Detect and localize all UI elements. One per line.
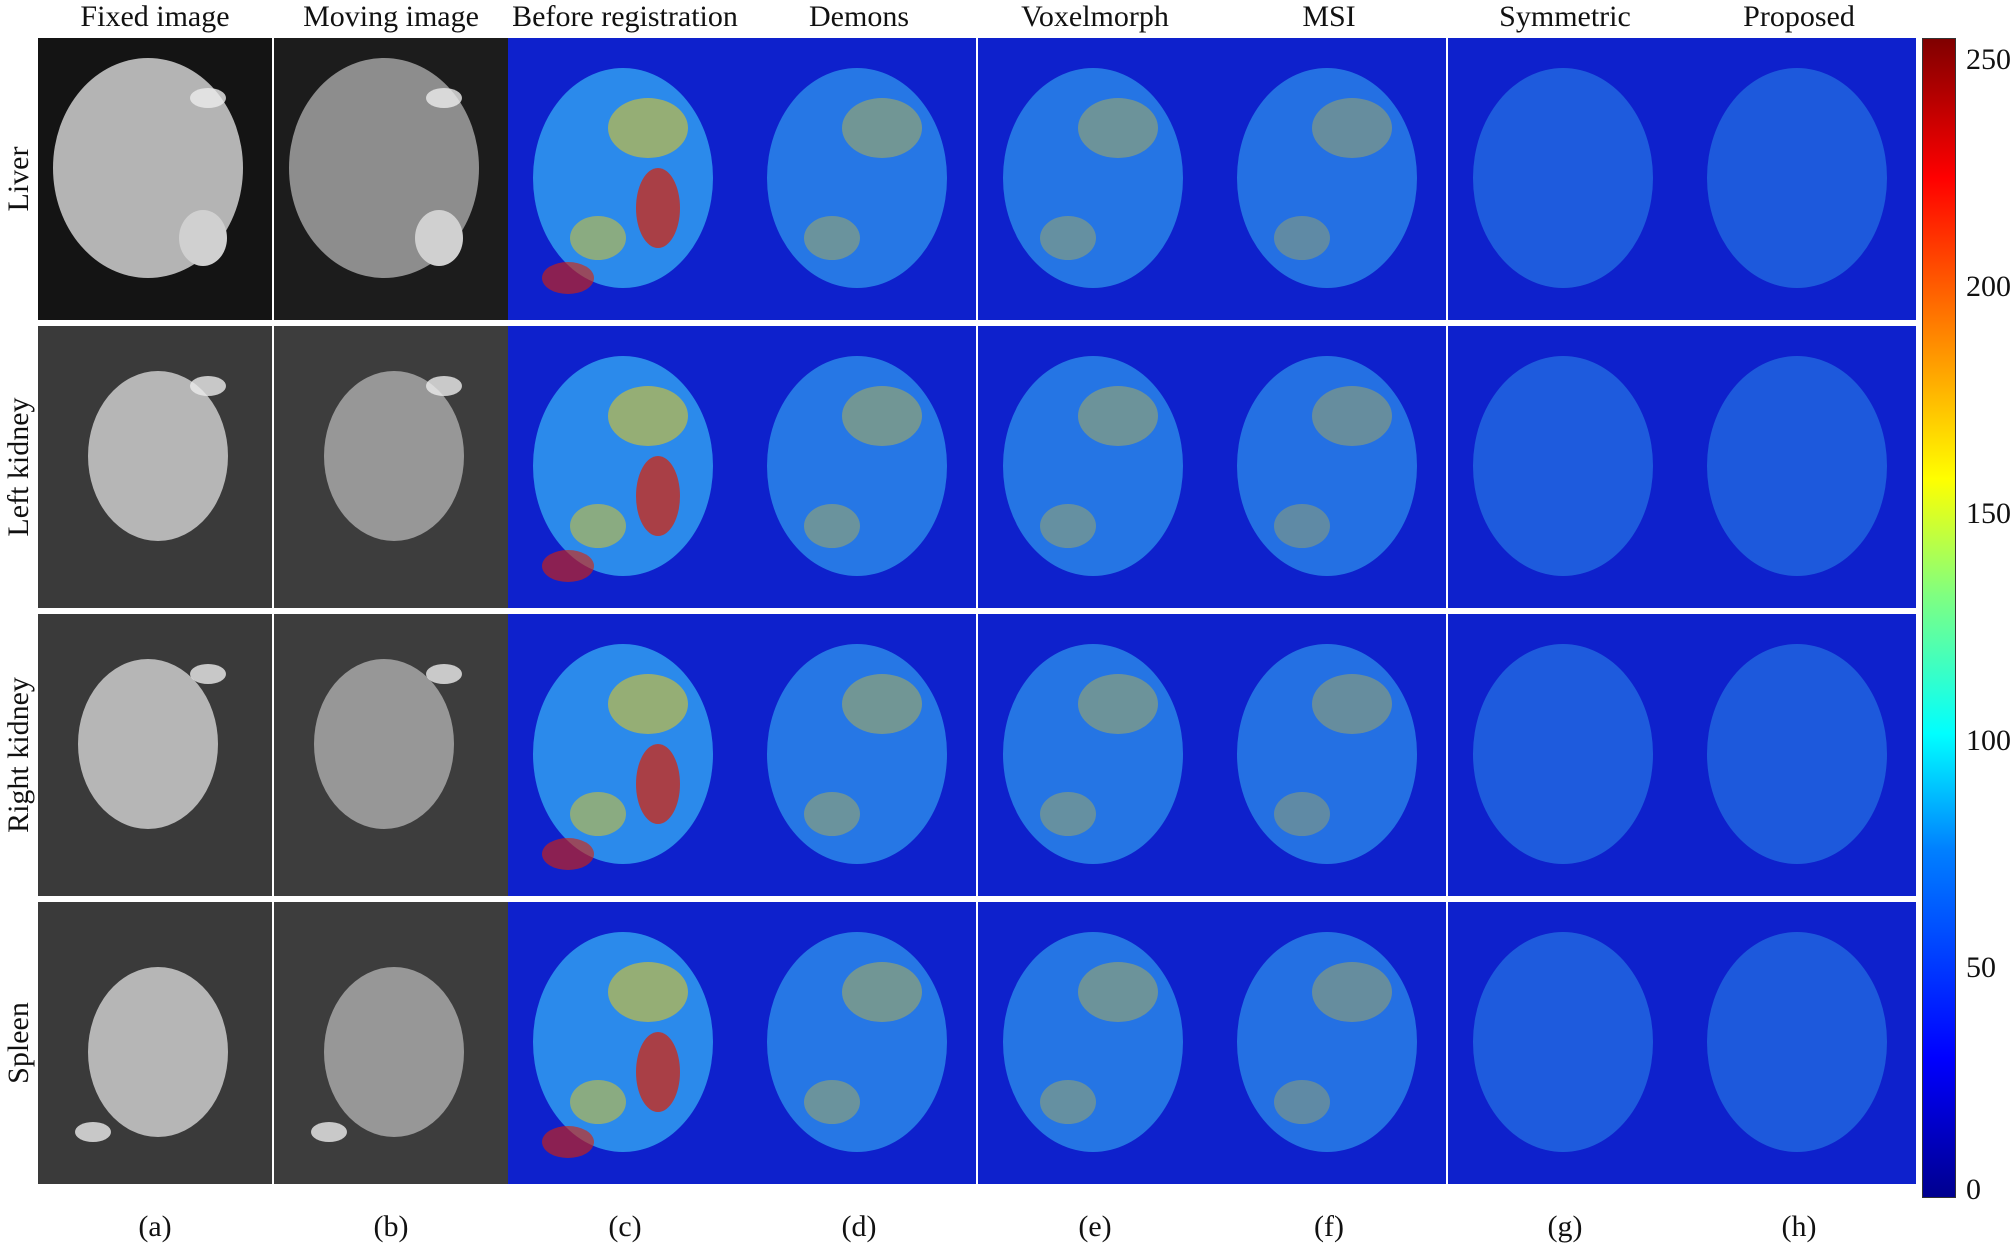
column-header-proposed: Proposed xyxy=(1743,0,1855,33)
panel-left-kidney-proposed xyxy=(1682,326,1916,608)
panel-left-kidney-before xyxy=(508,326,742,608)
column-header-fixed: Fixed image xyxy=(80,0,230,33)
column-header-msi: MSI xyxy=(1302,0,1356,33)
row-label-left-kidney: Left kidney xyxy=(2,397,35,537)
panel-liver-voxelmorph xyxy=(978,38,1212,320)
panel-liver-msi xyxy=(1212,38,1446,320)
colorbar-tick-100: 100 xyxy=(1966,724,2011,757)
panel-spleen-proposed xyxy=(1682,902,1916,1184)
panel-right-kidney-voxelmorph xyxy=(978,614,1212,896)
caption-g: (g) xyxy=(1547,1210,1583,1243)
colorbar-tick-50: 50 xyxy=(1966,951,1996,984)
panel-spleen-demons xyxy=(742,902,976,1184)
colorbar-tick-150: 150 xyxy=(1966,497,2011,530)
panel-liver-demons xyxy=(742,38,976,320)
caption-h: (h) xyxy=(1781,1210,1817,1243)
colorbar-tick-200: 200 xyxy=(1966,270,2011,303)
panel-right-kidney-symmetric xyxy=(1448,614,1682,896)
panel-spleen-symmetric xyxy=(1448,902,1682,1184)
panel-spleen-moving xyxy=(274,902,508,1184)
caption-c: (c) xyxy=(608,1210,642,1243)
panel-spleen-voxelmorph xyxy=(978,902,1212,1184)
caption-d: (d) xyxy=(841,1210,877,1243)
row-label-spleen: Spleen xyxy=(2,1002,35,1084)
panel-spleen-msi xyxy=(1212,902,1446,1184)
panel-spleen-fixed xyxy=(38,902,272,1184)
panel-liver-before xyxy=(508,38,742,320)
panel-left-kidney-fixed xyxy=(38,326,272,608)
panel-left-kidney-voxelmorph xyxy=(978,326,1212,608)
panel-left-kidney-moving xyxy=(274,326,508,608)
panel-right-kidney-demons xyxy=(742,614,976,896)
colorbar xyxy=(1922,38,1956,1198)
column-header-demons: Demons xyxy=(809,0,909,33)
caption-e: (e) xyxy=(1078,1210,1112,1243)
panel-right-kidney-fixed xyxy=(38,614,272,896)
panel-right-kidney-moving xyxy=(274,614,508,896)
caption-b: (b) xyxy=(373,1210,409,1243)
column-header-moving: Moving image xyxy=(303,0,479,33)
column-header-before: Before registration xyxy=(512,0,738,33)
panel-right-kidney-before xyxy=(508,614,742,896)
panel-liver-symmetric xyxy=(1448,38,1682,320)
row-label-right-kidney: Right kidney xyxy=(2,677,35,833)
column-header-voxelmorph: Voxelmorph xyxy=(1021,0,1169,33)
colorbar-tick-0: 0 xyxy=(1966,1173,1981,1206)
panel-right-kidney-proposed xyxy=(1682,614,1916,896)
panel-left-kidney-demons xyxy=(742,326,976,608)
panel-liver-fixed xyxy=(38,38,272,320)
panel-right-kidney-msi xyxy=(1212,614,1446,896)
panel-left-kidney-symmetric xyxy=(1448,326,1682,608)
colorbar-tick-250: 250 xyxy=(1966,43,2011,76)
panel-liver-moving xyxy=(274,38,508,320)
caption-f: (f) xyxy=(1314,1210,1344,1243)
panel-spleen-before xyxy=(508,902,742,1184)
caption-a: (a) xyxy=(138,1210,172,1243)
column-header-symmetric: Symmetric xyxy=(1499,0,1631,33)
row-label-liver: Liver xyxy=(2,146,35,212)
panel-liver-proposed xyxy=(1682,38,1916,320)
panel-left-kidney-msi xyxy=(1212,326,1446,608)
